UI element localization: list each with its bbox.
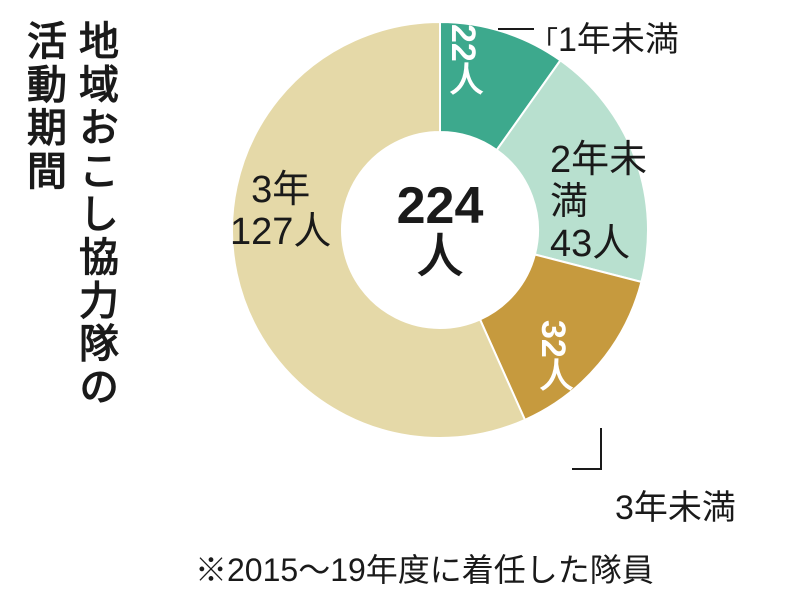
leader-lt3y-h — [572, 468, 602, 470]
seg-lt2y-block: 2年未満 43人 — [550, 140, 660, 265]
seg-lt2y-value: 43人 — [550, 224, 660, 266]
donut-chart: 224 人 22人 32人 2年未満 43人 3年 127人 — [220, 10, 660, 450]
seg-3y-label: 3年 — [230, 170, 331, 212]
center-total: 224 人 — [397, 180, 484, 280]
callout-lt3y: 3年未満 — [615, 480, 736, 529]
leader-lt1y — [498, 28, 534, 30]
seg-lt2y-label: 2年未満 — [550, 140, 660, 224]
seg-3y-block: 3年 127人 — [230, 170, 331, 254]
chart-title: 活動期間 地域おこし協力隊の — [20, 20, 118, 409]
seg-lt3y-value: 32人 — [536, 320, 570, 392]
callout-lt1y: 「1年未満 — [530, 12, 679, 61]
center-total-unit: 人 — [397, 232, 484, 280]
leader-lt3y-v — [600, 428, 602, 468]
seg-lt1y-value: 22人 — [446, 24, 480, 96]
seg-3y-value: 127人 — [230, 212, 331, 254]
title-line2: 活動期間 — [20, 20, 66, 409]
footnote: ※2015〜19年度に着任した隊員 — [195, 545, 654, 591]
center-total-number: 224 — [397, 180, 484, 232]
title-line1: 地域おこし協力隊の — [72, 20, 118, 409]
